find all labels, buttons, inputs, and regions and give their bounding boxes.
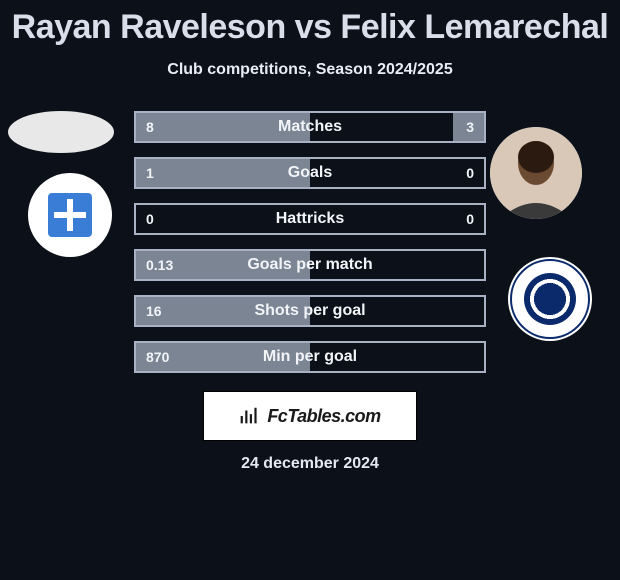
stat-row: 0Hattricks0 bbox=[134, 203, 486, 235]
stat-row: 0.13Goals per match bbox=[134, 249, 486, 281]
comparison-card: Rayan Raveleson vs Felix Lemarechal Club… bbox=[0, 0, 620, 473]
fctables-logo-icon bbox=[239, 405, 261, 427]
footer-date: 24 december 2024 bbox=[0, 455, 620, 473]
page-title: Rayan Raveleson vs Felix Lemarechal bbox=[0, 8, 620, 47]
stat-label: Min per goal bbox=[136, 343, 484, 371]
stat-value-right: 0 bbox=[466, 159, 474, 187]
content-area: 8Matches31Goals00Hattricks00.13Goals per… bbox=[0, 111, 620, 473]
stat-value-right: 3 bbox=[466, 113, 474, 141]
stat-label: Matches bbox=[136, 113, 484, 141]
stats-list: 8Matches31Goals00Hattricks00.13Goals per… bbox=[134, 111, 486, 373]
stat-value-right: 0 bbox=[466, 205, 474, 233]
stat-row: 16Shots per goal bbox=[134, 295, 486, 327]
player-silhouette-icon bbox=[490, 127, 582, 219]
page-subtitle: Club competitions, Season 2024/2025 bbox=[0, 61, 620, 79]
stat-label: Goals per match bbox=[136, 251, 484, 279]
player-right-avatar bbox=[490, 127, 582, 219]
site-badge[interactable]: FcTables.com bbox=[203, 391, 417, 441]
strasbourg-crest-icon bbox=[524, 273, 576, 325]
stat-label: Hattricks bbox=[136, 205, 484, 233]
site-badge-text: FcTables.com bbox=[267, 406, 380, 427]
stat-row: 870Min per goal bbox=[134, 341, 486, 373]
auxerre-crest-icon bbox=[48, 193, 92, 237]
player-left-avatar bbox=[8, 111, 114, 153]
stat-label: Shots per goal bbox=[136, 297, 484, 325]
club-left-badge bbox=[28, 173, 112, 257]
stat-row: 8Matches3 bbox=[134, 111, 486, 143]
stat-row: 1Goals0 bbox=[134, 157, 486, 189]
club-right-badge bbox=[508, 257, 592, 341]
stat-label: Goals bbox=[136, 159, 484, 187]
